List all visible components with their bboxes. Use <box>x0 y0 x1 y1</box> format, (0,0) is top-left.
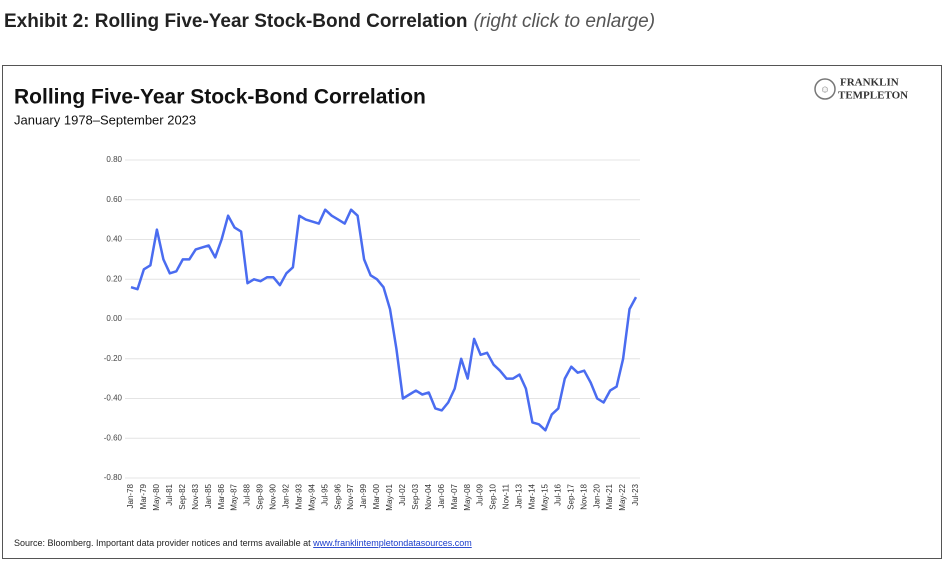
chart-title: Rolling Five-Year Stock-Bond Correlation <box>14 86 426 109</box>
x-tick-label: Jul-88 <box>243 483 252 505</box>
x-tick-label: Sep-03 <box>411 483 420 509</box>
x-tick-label: Nov-11 <box>502 483 511 509</box>
x-tick-label: Mar-21 <box>605 483 614 509</box>
x-tick-label: Jul-09 <box>476 483 485 505</box>
source-link[interactable]: www.franklintempletondatasources.com <box>312 538 472 548</box>
logo-emblem-head: ☺ <box>820 84 830 95</box>
x-tick-label: Sep-17 <box>566 483 575 509</box>
x-tick-label: Jan-13 <box>515 483 524 508</box>
page-title-text: Exhibit 2: Rolling Five-Year Stock-Bond … <box>4 11 467 32</box>
source-text: Source: Bloomberg. Important data provid… <box>14 538 313 548</box>
x-tick-label: Jul-23 <box>631 483 640 505</box>
x-tick-label: Mar-86 <box>217 483 226 509</box>
y-tick-label: 0.60 <box>106 195 122 204</box>
x-tick-label: Mar-00 <box>372 483 381 509</box>
logo-text: FRANKLIN <box>840 77 899 89</box>
series-line <box>130 208 638 432</box>
x-tick-label: Jan-20 <box>592 483 601 508</box>
logo: ☺ FRANKLIN TEMPLETON <box>814 77 908 102</box>
x-tick-label: Jan-92 <box>281 483 290 508</box>
enlarge-hint[interactable]: (right click to enlarge) <box>473 11 655 32</box>
page-title: Exhibit 2: Rolling Five-Year Stock-Bond … <box>4 11 655 32</box>
x-tick-label: Jul-02 <box>398 483 407 505</box>
logo-text: TEMPLETON <box>838 90 908 102</box>
chart-subtitle: January 1978–September 2023 <box>14 112 196 127</box>
x-tick-label: May-80 <box>152 483 161 510</box>
chart-frame <box>2 65 942 559</box>
x-tick-label: Jul-95 <box>320 483 329 505</box>
x-tick-label: Sep-96 <box>333 483 342 509</box>
x-tick-label: Nov-97 <box>346 483 355 509</box>
x-tick-label: Jan-06 <box>437 483 446 508</box>
x-tick-label: May-87 <box>230 483 239 510</box>
logo-emblem <box>814 78 836 100</box>
source-note: Source: Bloomberg. Important data provid… <box>14 538 472 548</box>
x-tick-label: Jan-99 <box>359 483 368 508</box>
x-tick-label: Jul-16 <box>553 483 562 505</box>
y-tick-label: -0.80 <box>104 473 123 482</box>
x-tick-label: Nov-18 <box>579 483 588 509</box>
x-tick-label: Nov-04 <box>424 483 433 509</box>
x-tick-label: Mar-93 <box>294 483 303 509</box>
y-tick-label: 0.40 <box>106 235 122 244</box>
y-tick-label: 0.00 <box>106 314 122 323</box>
x-tick-label: Jan-85 <box>204 483 213 508</box>
x-tick-label: Jul-81 <box>165 483 174 505</box>
x-tick-label: Mar-14 <box>528 483 537 509</box>
x-tick-label: Nov-90 <box>269 483 278 509</box>
x-tick-label: Sep-89 <box>256 483 265 509</box>
y-tick-label: -0.40 <box>104 394 123 403</box>
x-tick-label: Sep-10 <box>489 483 498 509</box>
x-tick-label: Sep-82 <box>178 483 187 509</box>
y-tick-label: 0.20 <box>106 274 122 283</box>
x-tick-label: May-22 <box>618 483 627 510</box>
x-tick-label: May-01 <box>385 483 394 510</box>
x-tick-label: May-08 <box>463 483 472 510</box>
y-tick-label: -0.60 <box>104 433 123 442</box>
x-tick-label: May-15 <box>540 483 549 510</box>
y-tick-label: 0.80 <box>106 155 122 164</box>
x-tick-label: Mar-79 <box>139 483 148 509</box>
x-tick-label: Nov-83 <box>191 483 200 509</box>
x-tick-label: Mar-07 <box>450 483 459 509</box>
y-tick-label: -0.20 <box>104 354 123 363</box>
x-tick-label: Jan-78 <box>126 483 135 508</box>
x-tick-label: May-94 <box>307 483 316 510</box>
